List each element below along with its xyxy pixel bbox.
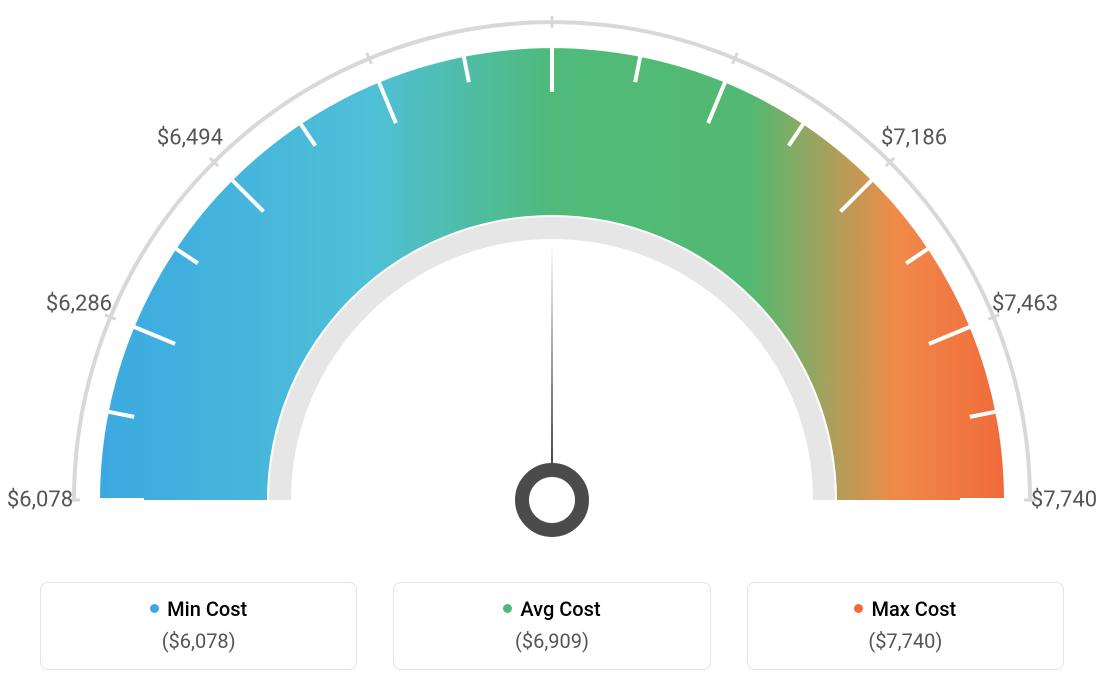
legend-value-min: ($6,078) [51, 629, 346, 653]
legend-card-max: Max Cost ($7,740) [747, 582, 1064, 670]
legend-card-min: Min Cost ($6,078) [40, 582, 357, 670]
gauge-tick-label: $6,286 [46, 292, 112, 317]
gauge-tick-label: $6,494 [157, 125, 223, 150]
gauge-svg [0, 0, 1104, 560]
dot-icon [150, 604, 159, 613]
gauge-tick-label: $7,740 [1031, 488, 1097, 513]
legend-title-min: Min Cost [51, 597, 346, 621]
gauge-area: $6,078 $6,286 $6,494 $6,909 $7,186 $7,463 $7,7… [0, 0, 1104, 560]
legend-card-avg: Avg Cost ($6,909) [393, 582, 710, 670]
legend-row: Min Cost ($6,078) Avg Cost ($6,909) Max … [0, 582, 1104, 670]
gauge-tick-label: $7,186 [881, 125, 947, 150]
gauge-tick-label: $6,078 [7, 488, 73, 513]
dot-icon [854, 604, 863, 613]
gauge-tick-label: $6,909 [519, 0, 585, 1]
legend-title-text: Avg Cost [520, 597, 600, 621]
legend-title-text: Min Cost [167, 597, 247, 621]
legend-value-max: ($7,740) [758, 629, 1053, 653]
legend-title-text: Max Cost [871, 597, 956, 621]
legend-value-avg: ($6,909) [404, 629, 699, 653]
gauge-tick-label: $7,463 [992, 292, 1058, 317]
cost-gauge-chart: $6,078 $6,286 $6,494 $6,909 $7,186 $7,463 $7,7… [0, 0, 1104, 690]
legend-title-max: Max Cost [758, 597, 1053, 621]
dot-icon [503, 604, 512, 613]
legend-title-avg: Avg Cost [404, 597, 699, 621]
